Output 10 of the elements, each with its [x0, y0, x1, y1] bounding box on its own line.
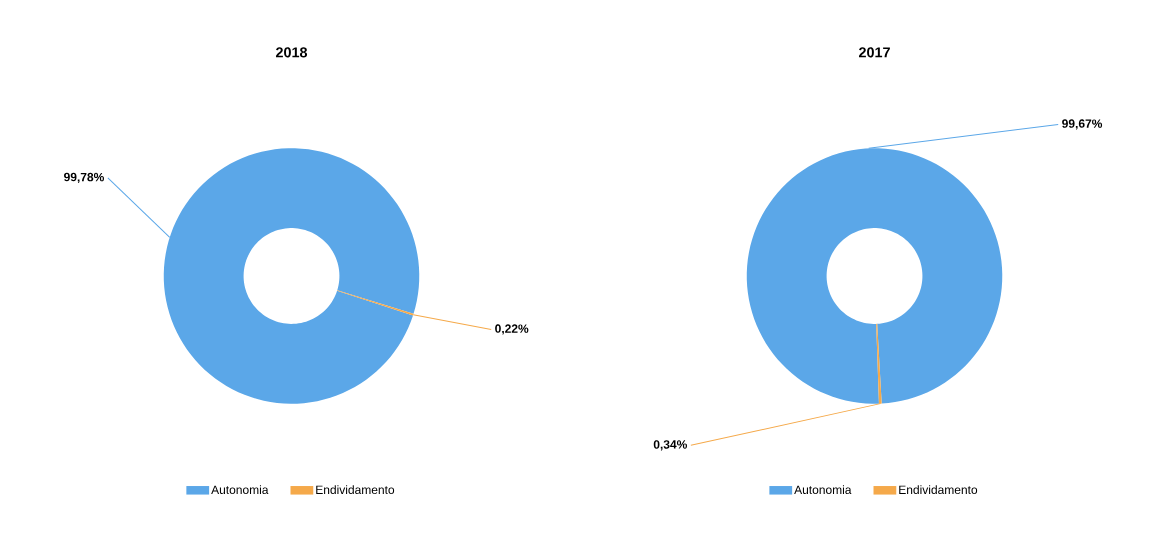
data-label: 99,78% — [64, 172, 104, 184]
legend-label: Autonomia — [794, 485, 852, 494]
chart-title: 2018 — [275, 47, 308, 58]
data-label: 0,34% — [653, 440, 687, 451]
chart-title: 2017 — [858, 47, 890, 58]
legend-label: Endividamento — [899, 485, 978, 494]
data-label: 99,67% — [1062, 119, 1103, 130]
data-label: 0,22% — [495, 324, 529, 335]
legend-label: Endividamento — [316, 485, 395, 494]
legend-label: Autonomia — [211, 485, 269, 494]
